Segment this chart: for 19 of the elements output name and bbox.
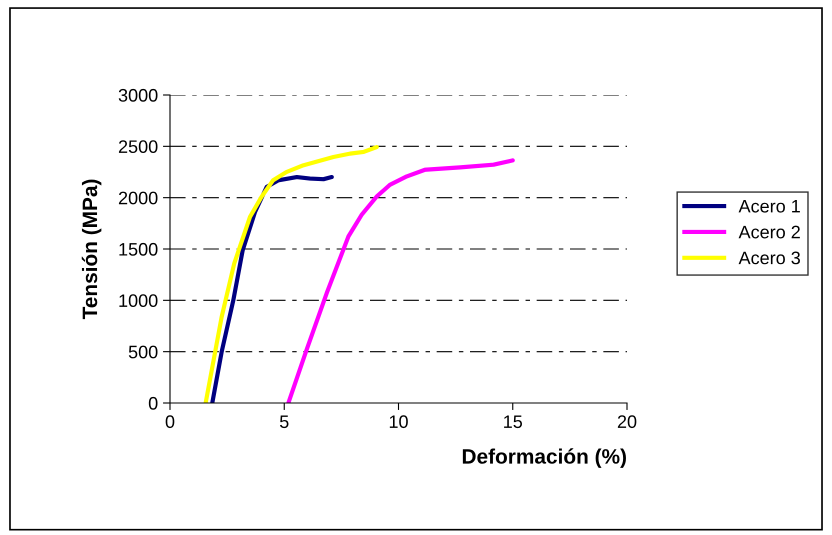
x-axis-title: Deformación (%) — [462, 448, 626, 468]
line-series — [286, 158, 515, 403]
y-tick-label: 2500 — [118, 140, 158, 154]
legend-label: Acero 3 — [738, 252, 800, 264]
line-series — [204, 144, 379, 403]
y-tick-label: 1000 — [119, 294, 158, 308]
y-tick-label: 500 — [128, 346, 158, 358]
x-tick-label: 10 — [390, 415, 408, 428]
legend-label: Acero 1 — [738, 200, 800, 213]
x-tick-label: 0 — [166, 415, 174, 428]
y-tick-label: 0 — [148, 396, 158, 410]
y-tick-label: 1500 — [119, 242, 158, 256]
x-tick-label: 20 — [618, 415, 636, 428]
y-tick-label: 3000 — [118, 88, 158, 102]
y-axis-title: Tensión (MPa) — [82, 180, 102, 320]
x-tick-label: 5 — [280, 415, 289, 428]
x-tick-label: 15 — [504, 415, 522, 428]
y-tick-label: 2000 — [118, 192, 158, 204]
legend-label: Acero 2 — [738, 226, 800, 238]
